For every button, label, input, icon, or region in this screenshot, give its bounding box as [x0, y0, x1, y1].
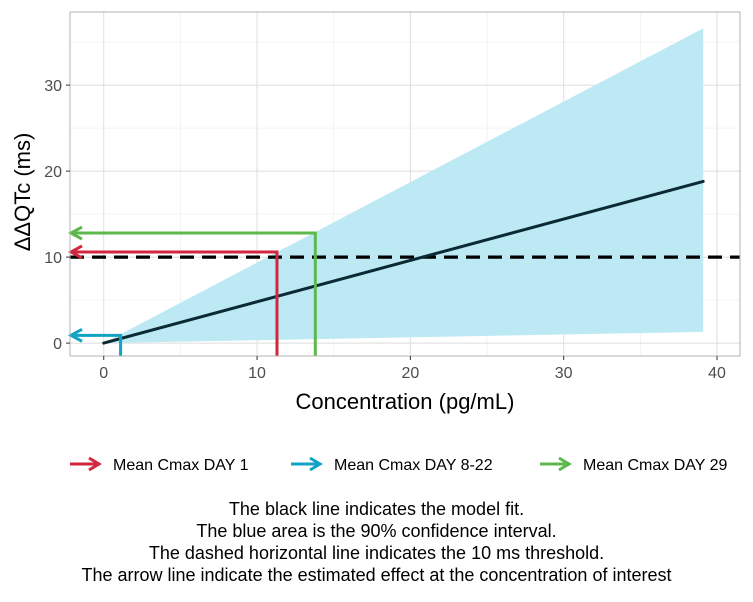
legend: Mean Cmax DAY 1 Mean Cmax DAY 8-22 Mean Cm…	[70, 456, 727, 474]
x-tick-label: 20	[401, 365, 419, 382]
x-tick-label: 0	[99, 365, 108, 382]
legend-key-arrowhead	[558, 456, 572, 472]
arrow-shaft	[72, 250, 279, 356]
x-tick-label: 40	[708, 365, 726, 382]
x-tick-label: 30	[555, 365, 573, 382]
y-tick-label: 10	[44, 250, 62, 267]
x-axis-title: Concentration (pg/mL)	[296, 389, 515, 414]
arrow-shaft	[72, 333, 123, 356]
legend-item: Mean Cmax DAY 8-22	[291, 456, 493, 474]
arrow-shaft	[72, 231, 317, 356]
arrow-mean-cmax-day-1	[67, 244, 279, 356]
axis-ticks: 0 10 20 30 40 0 10 20 30	[44, 78, 726, 382]
model-fit-line	[102, 179, 705, 345]
caption-line-arrows: The arrow line indicate the estimated ef…	[81, 565, 672, 585]
arrow-lines	[67, 225, 317, 356]
legend-key-arrowhead	[88, 456, 102, 472]
legend-item: Mean Cmax DAY 29	[540, 456, 727, 474]
y-tick-label: 20	[44, 164, 62, 181]
confidence-interval-band	[103, 28, 704, 344]
arrow-head	[67, 328, 83, 343]
y-axis-title: ΔΔQTc (ms)	[10, 133, 35, 252]
legend-label: Mean Cmax DAY 29	[583, 457, 727, 474]
y-tick-label: 30	[44, 78, 62, 95]
arrow-mean-cmax-day-29	[67, 225, 317, 356]
arrow-mean-cmax-day-8-22	[67, 328, 123, 356]
legend-key-arrowhead	[309, 456, 323, 472]
caption-line-confidence: The blue area is the 90% confidence inte…	[196, 521, 557, 541]
legend-item: Mean Cmax DAY 1	[70, 456, 249, 474]
arrow-head	[67, 244, 83, 260]
legend-label: Mean Cmax DAY 1	[113, 457, 249, 474]
plot-panel-border	[69, 11, 741, 357]
x-tick-label: 10	[248, 365, 266, 382]
y-tick-label: 0	[53, 336, 62, 353]
legend-label: Mean Cmax DAY 8-22	[334, 457, 493, 474]
arrow-head	[67, 225, 83, 241]
caption-line-model-fit: The black line indicates the model fit.	[228, 499, 525, 519]
caption-line-threshold: The dashed horizontal line indicates the…	[148, 543, 605, 563]
